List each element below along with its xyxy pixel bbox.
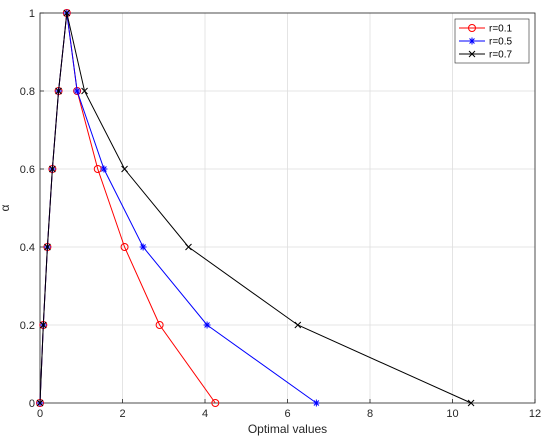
legend-item: r=0.5 [459,37,513,48]
data-point [139,243,147,251]
x-tick-label: 4 [202,408,208,420]
x-tick-label: 10 [446,408,458,420]
y-tick-label: 0 [29,398,35,410]
legend-label: r=0.1 [489,24,513,35]
y-tick-label: 0.2 [20,320,35,332]
y-tick-label: 0.4 [20,242,35,254]
legend-item: r=0.1 [459,24,513,35]
x-tick-label: 2 [119,408,125,420]
x-tick-label: 8 [367,408,373,420]
series-group [36,9,475,407]
y-axis-title: α [0,204,12,211]
data-point [120,243,129,251]
data-point [155,321,164,329]
x-tick-label: 0 [37,408,43,420]
series-r=0.7 [36,9,475,407]
axis-ticks: 0 2 4 6 8 10 12 0 0.2 0.4 0.6 0.8 1 [20,8,541,420]
data-point [185,243,192,251]
data-point [100,165,108,173]
data-point [211,399,220,407]
legend-marker [468,50,476,58]
y-tick-label: 0.6 [20,164,35,176]
data-point [44,243,51,251]
data-point [203,321,211,329]
x-axis-title: Optimal values [248,422,327,436]
legend: r=0.1 r=0.5 r=0.7 [454,18,530,64]
data-point [81,87,88,95]
data-point [121,165,128,173]
data-point [294,321,302,329]
legend-label: r=0.5 [489,37,513,48]
data-point [49,165,56,173]
data-point [63,9,71,17]
x-tick-label: 6 [284,408,290,420]
legend-label: r=0.7 [489,50,513,61]
data-point [39,321,47,329]
x-tick-label: 12 [529,408,541,420]
data-point [73,87,81,95]
data-point [55,87,62,95]
data-point [467,399,475,407]
y-tick-label: 1 [29,8,35,20]
legend-item: r=0.7 [459,50,513,61]
data-point [312,399,320,407]
legend-marker [468,37,476,45]
y-tick-label: 0.8 [20,86,35,98]
data-point [36,399,44,407]
legend-marker [468,24,476,32]
plot-frame [39,12,536,404]
